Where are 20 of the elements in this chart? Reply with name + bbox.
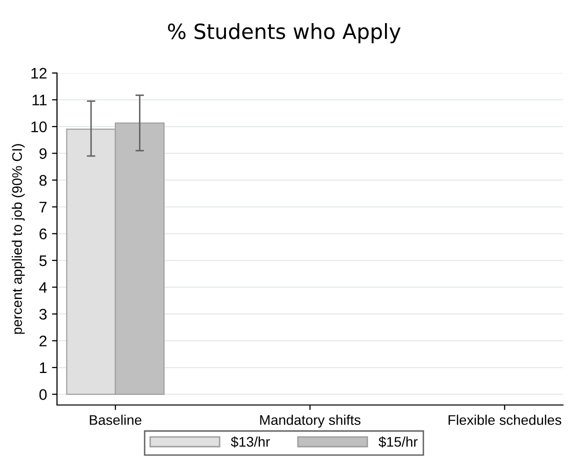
y-tick-label: 8 <box>39 174 47 186</box>
legend-label: $13/hr <box>230 436 270 448</box>
y-tick-label: 9 <box>40 148 47 160</box>
y-tick-label: 3 <box>39 308 47 320</box>
x-tick-label: Flexible schedules <box>448 414 562 425</box>
y-tick-label: 1 <box>40 362 47 374</box>
y-tick-label: 2 <box>40 336 47 346</box>
y-tick-label: 0 <box>39 389 47 400</box>
chart-title: % Students who Apply <box>168 23 401 44</box>
y-tick-label: 10 <box>31 121 47 132</box>
y-tick-label: 11 <box>32 94 47 106</box>
x-tick-label: Baseline <box>90 414 142 425</box>
y-tick-label: 4 <box>39 282 47 293</box>
y-axis-title: percent applied to job (90% CI) <box>12 144 25 334</box>
y-tick-label: 12 <box>31 68 47 79</box>
legend-label: $15/hr <box>378 436 418 448</box>
y-tick-label: 5 <box>39 255 47 266</box>
y-tick-label: 7 <box>40 202 47 212</box>
x-tick-label: Mandatory shifts <box>260 414 360 428</box>
y-tick-label: 6 <box>40 228 47 240</box>
